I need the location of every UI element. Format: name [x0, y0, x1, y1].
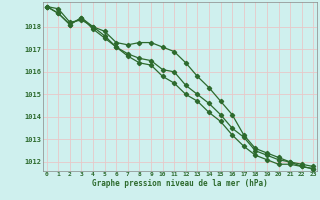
X-axis label: Graphe pression niveau de la mer (hPa): Graphe pression niveau de la mer (hPa) — [92, 179, 268, 188]
